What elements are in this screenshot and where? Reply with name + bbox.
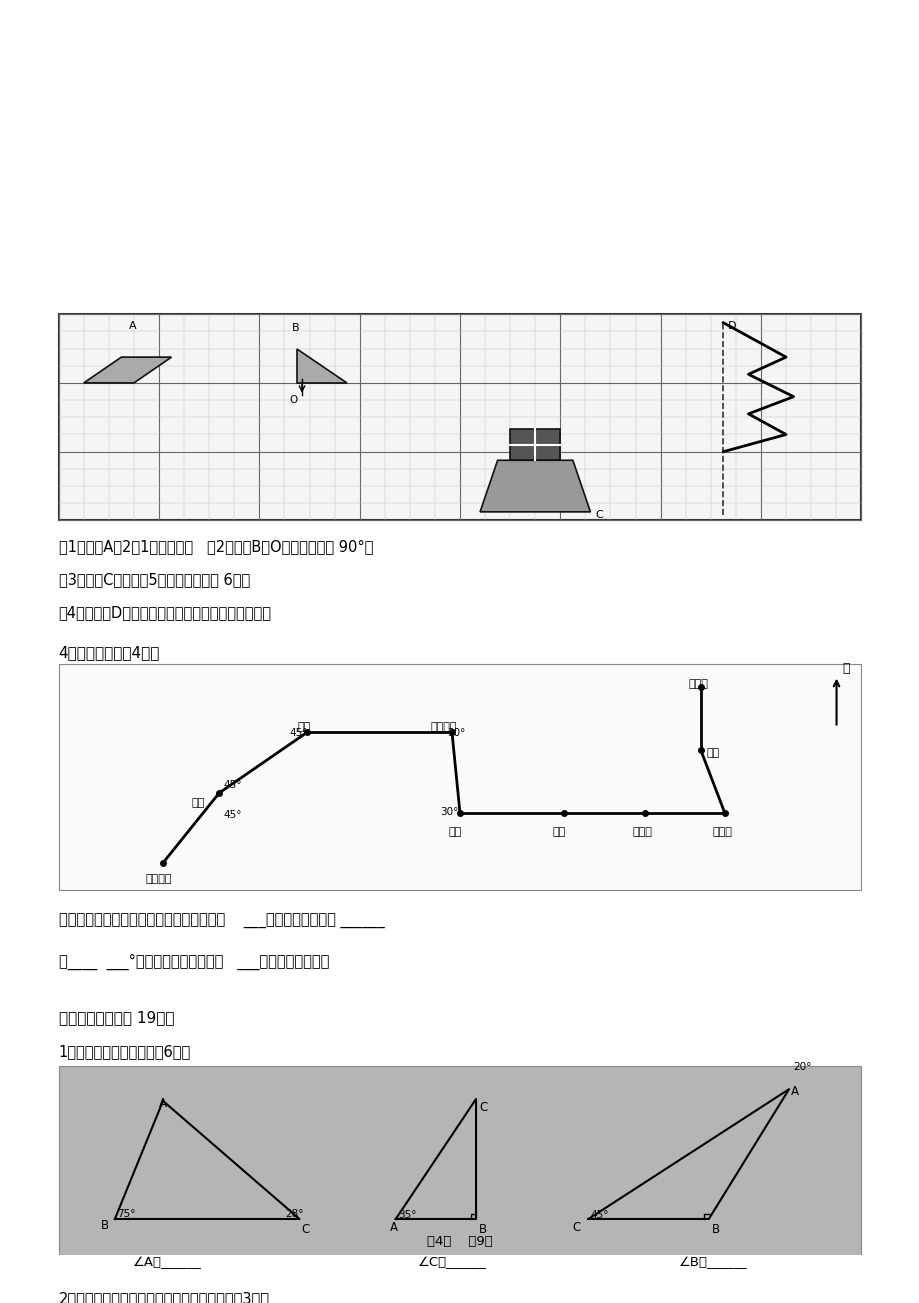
Text: A: A bbox=[129, 321, 136, 331]
Text: 30°: 30° bbox=[439, 808, 458, 817]
Text: 30°: 30° bbox=[447, 728, 465, 739]
Text: 45°: 45° bbox=[223, 780, 242, 791]
Text: 影剧院: 影剧院 bbox=[712, 826, 732, 837]
Text: 北: 北 bbox=[842, 662, 849, 675]
Text: 火车站: 火车站 bbox=[688, 679, 708, 689]
Text: 第4页    共9页: 第4页 共9页 bbox=[426, 1235, 493, 1248]
Text: C: C bbox=[595, 509, 602, 520]
Bar bbox=[59, 1066, 860, 1263]
Text: 1、求下面各角的度数。（6分）: 1、求下面各角的度数。（6分） bbox=[59, 1045, 191, 1059]
Text: ∠A＝______: ∠A＝______ bbox=[132, 1256, 201, 1269]
Text: 35°: 35° bbox=[397, 1210, 415, 1221]
Text: O: O bbox=[289, 395, 297, 405]
Text: 从红星公司到新月家园的行驶路线是：先向    ___行驶到菜园，再向 ______: 从红星公司到新月家园的行驶路线是：先向 ___行驶到菜园，再向 ______ bbox=[59, 913, 384, 929]
Text: 五、图形计算（共 19分）: 五、图形计算（共 19分） bbox=[59, 1010, 174, 1025]
Text: 20°: 20° bbox=[792, 1062, 811, 1072]
Text: （3）把图C向左平移5格，再向上平移 6格。: （3）把图C向左平移5格，再向上平移 6格。 bbox=[59, 572, 250, 588]
Text: 45°: 45° bbox=[223, 810, 242, 820]
Text: B: B bbox=[101, 1220, 109, 1231]
Text: 新月家园: 新月家园 bbox=[430, 722, 456, 732]
Text: B: B bbox=[711, 1222, 720, 1235]
Polygon shape bbox=[480, 460, 590, 512]
Text: A: A bbox=[790, 1085, 799, 1098]
Polygon shape bbox=[510, 429, 560, 460]
Text: 书店: 书店 bbox=[448, 826, 460, 837]
Text: 红星公司: 红星公司 bbox=[145, 874, 172, 885]
Text: 45°: 45° bbox=[590, 1210, 608, 1221]
Text: （4）画出图D的另一半，使它成为一个轴对称图形。: （4）画出图D的另一半，使它成为一个轴对称图形。 bbox=[59, 605, 271, 620]
Bar bbox=[59, 314, 860, 520]
Text: A: A bbox=[390, 1221, 397, 1234]
Text: 菜园: 菜园 bbox=[191, 797, 205, 808]
Polygon shape bbox=[84, 357, 171, 383]
Text: C: C bbox=[301, 1222, 310, 1235]
Text: 公园: 公园 bbox=[706, 748, 720, 758]
Text: 偏____  ___°方向行驶到医院，再向   ___行驶到新月家园。: 偏____ ___°方向行驶到医院，再向 ___行驶到新月家园。 bbox=[59, 954, 329, 971]
Text: 75°: 75° bbox=[117, 1209, 135, 1220]
Text: （1）把图A按2：1的比放大。   （2）把图B绕O点顺时针旋转 90°。: （1）把图A按2：1的比放大。 （2）把图B绕O点顺时针旋转 90°。 bbox=[59, 539, 372, 555]
Text: 4、看图填空。（4分）: 4、看图填空。（4分） bbox=[59, 645, 160, 661]
Text: 45°: 45° bbox=[289, 728, 308, 739]
Text: 养老院: 养老院 bbox=[632, 826, 652, 837]
Text: 医院: 医院 bbox=[297, 722, 311, 732]
Text: C: C bbox=[479, 1101, 487, 1114]
Text: 商场: 商场 bbox=[551, 826, 565, 837]
Text: C: C bbox=[572, 1221, 580, 1234]
Text: D: D bbox=[728, 321, 736, 331]
Bar bbox=[59, 665, 860, 890]
Text: B: B bbox=[479, 1222, 487, 1235]
Text: B: B bbox=[291, 323, 300, 332]
Text: A: A bbox=[159, 1097, 167, 1110]
Text: ∠C＝______: ∠C＝______ bbox=[417, 1256, 486, 1269]
Text: 2、求下面阴影部分的面积。（单位：厘米）（3分）: 2、求下面阴影部分的面积。（单位：厘米）（3分） bbox=[59, 1291, 269, 1303]
Polygon shape bbox=[297, 348, 346, 383]
Text: 28°: 28° bbox=[285, 1209, 304, 1220]
Text: ∠B＝______: ∠B＝______ bbox=[677, 1256, 746, 1269]
